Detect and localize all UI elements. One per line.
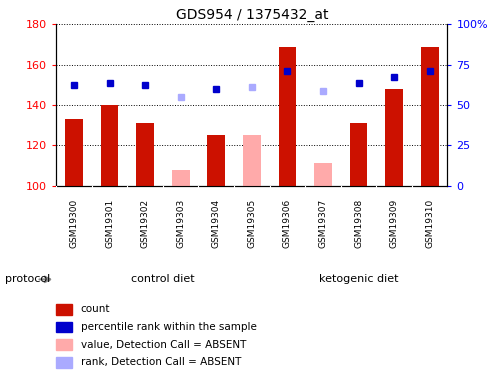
Text: GSM19301: GSM19301 <box>105 198 114 248</box>
Bar <box>420 46 438 186</box>
Text: count: count <box>81 304 110 314</box>
Text: protocol: protocol <box>5 274 50 284</box>
Text: GSM19306: GSM19306 <box>283 198 291 248</box>
Bar <box>278 46 296 186</box>
Bar <box>65 119 83 186</box>
Title: GDS954 / 1375432_at: GDS954 / 1375432_at <box>175 8 327 22</box>
Text: GSM19303: GSM19303 <box>176 198 185 248</box>
Text: control diet: control diet <box>131 274 194 284</box>
Text: GSM19305: GSM19305 <box>247 198 256 248</box>
Bar <box>313 164 331 186</box>
Text: GSM19308: GSM19308 <box>353 198 362 248</box>
Bar <box>207 135 224 186</box>
Text: value, Detection Call = ABSENT: value, Detection Call = ABSENT <box>81 340 245 350</box>
Bar <box>385 89 402 186</box>
Bar <box>243 135 260 186</box>
Text: GSM19302: GSM19302 <box>141 199 149 248</box>
Text: rank, Detection Call = ABSENT: rank, Detection Call = ABSENT <box>81 357 241 367</box>
Text: ketogenic diet: ketogenic diet <box>318 274 397 284</box>
Bar <box>349 123 366 186</box>
Text: GSM19310: GSM19310 <box>424 198 433 248</box>
Bar <box>136 123 154 186</box>
Bar <box>171 170 189 186</box>
Bar <box>101 105 118 186</box>
Text: GSM19309: GSM19309 <box>389 198 398 248</box>
Text: GSM19304: GSM19304 <box>211 199 220 248</box>
Text: GSM19300: GSM19300 <box>69 198 79 248</box>
Text: percentile rank within the sample: percentile rank within the sample <box>81 322 256 332</box>
Text: GSM19307: GSM19307 <box>318 198 327 248</box>
